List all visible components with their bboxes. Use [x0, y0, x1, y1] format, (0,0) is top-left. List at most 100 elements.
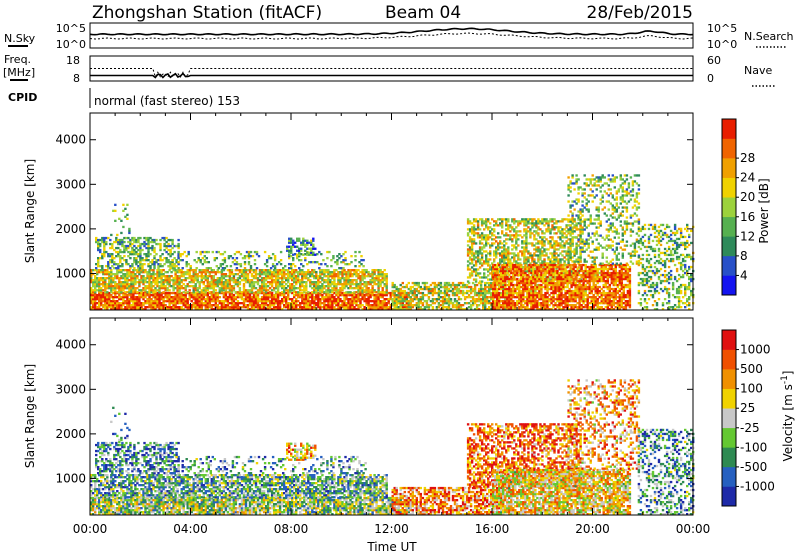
heatmap-cell [236, 257, 238, 259]
heatmap-cell [291, 283, 293, 285]
heatmap-cell [469, 256, 471, 258]
heatmap-cell [267, 285, 269, 287]
heatmap-cell [479, 266, 481, 268]
heatmap-cell [217, 269, 219, 271]
heatmap-cell [100, 294, 102, 296]
heatmap-cell [430, 284, 432, 286]
heatmap-cell [139, 251, 141, 253]
heatmap-cell [321, 277, 323, 279]
heatmap-cell [298, 238, 300, 240]
heatmap-cell [159, 257, 161, 259]
heatmap-cell [219, 283, 221, 285]
heatmap-cell [502, 270, 504, 272]
heatmap-cell [143, 241, 145, 243]
heatmap-cell [344, 259, 346, 261]
heatmap-cell [386, 294, 388, 296]
heatmap-cell [202, 263, 204, 265]
heatmap-cell [269, 291, 271, 293]
heatmap-cell [247, 306, 249, 308]
heatmap-cell [156, 279, 158, 281]
heatmap-cell [281, 283, 283, 285]
heatmap-cell [400, 298, 402, 300]
heatmap-cell [503, 240, 505, 242]
heatmap-cell [312, 238, 314, 240]
heatmap-cell [541, 246, 543, 248]
heatmap-cell [501, 250, 503, 252]
heatmap-cell [333, 271, 335, 273]
heatmap-cell [269, 269, 271, 271]
heatmap-cell [171, 261, 173, 263]
heatmap-cell [379, 269, 381, 271]
heatmap-cell [166, 271, 168, 273]
heatmap-cell [525, 234, 527, 236]
heatmap-cell [315, 291, 317, 293]
heatmap-cell [543, 232, 545, 234]
heatmap-cell [103, 247, 105, 249]
heatmap-cell [471, 266, 473, 268]
heatmap-cell [521, 254, 523, 256]
heatmap-cell [304, 259, 306, 261]
heatmap-cell [266, 265, 268, 267]
heatmap-cell [138, 279, 140, 281]
heatmap-cell [394, 284, 396, 286]
heatmap-cell [339, 283, 341, 285]
heatmap-cell [279, 285, 281, 287]
heatmap-cell [487, 274, 489, 276]
heatmap-cell [367, 287, 369, 289]
heatmap-cell [207, 277, 209, 279]
heatmap-cell [382, 296, 384, 298]
heatmap-cell [347, 277, 349, 279]
heatmap-cell [217, 304, 219, 306]
heatmap-cell [467, 218, 469, 220]
heatmap-cell [178, 291, 180, 293]
heatmap-cell [382, 289, 384, 291]
heatmap-cell [224, 267, 226, 269]
heatmap-cell [254, 259, 256, 261]
heatmap-cell [336, 263, 338, 265]
heatmap-cell [377, 289, 379, 291]
heatmap-cell [141, 257, 143, 259]
heatmap-cell [159, 259, 161, 261]
heatmap-cell [299, 273, 301, 275]
heatmap-cell [283, 294, 285, 296]
heatmap-cell [221, 271, 223, 273]
heatmap-cell [507, 220, 509, 222]
heatmap-cell [119, 261, 121, 263]
heatmap-cell [489, 236, 491, 238]
heatmap-cell [305, 285, 307, 287]
heatmap-cell [501, 220, 503, 222]
heatmap-cell [539, 256, 541, 258]
heatmap-cell [519, 234, 521, 236]
heatmap-cell [353, 306, 355, 308]
heatmap-cell [230, 265, 232, 267]
heatmap-cell [416, 294, 418, 296]
heatmap-cell [158, 271, 160, 273]
heatmap-cell [280, 263, 282, 265]
heatmap-cell [502, 292, 504, 294]
heatmap-cell [481, 280, 483, 282]
heatmap-cell [527, 260, 529, 262]
heatmap-cell [363, 296, 365, 298]
heatmap-cell [323, 287, 325, 289]
heatmap-cell [163, 243, 165, 245]
heatmap-cell [291, 298, 293, 300]
heatmap-cell [525, 224, 527, 226]
heatmap-cell [551, 236, 553, 238]
heatmap-cell [302, 242, 304, 244]
heatmap-cell [199, 300, 201, 302]
heatmap-cell [173, 263, 175, 265]
heatmap-cell [563, 260, 565, 262]
heatmap-cell [553, 246, 555, 248]
heatmap-cell [517, 224, 519, 226]
heatmap-cell [136, 291, 138, 293]
heatmap-cell [333, 281, 335, 283]
heatmap-cell [563, 244, 565, 246]
heatmap-cell [177, 257, 179, 259]
heatmap-cell [471, 222, 473, 224]
heatmap-cell [513, 258, 515, 260]
heatmap-cell [133, 237, 135, 239]
heatmap-cell [559, 226, 561, 228]
heatmap-cell [196, 261, 198, 263]
heatmap-cell [219, 287, 221, 289]
heatmap-cell [299, 304, 301, 306]
